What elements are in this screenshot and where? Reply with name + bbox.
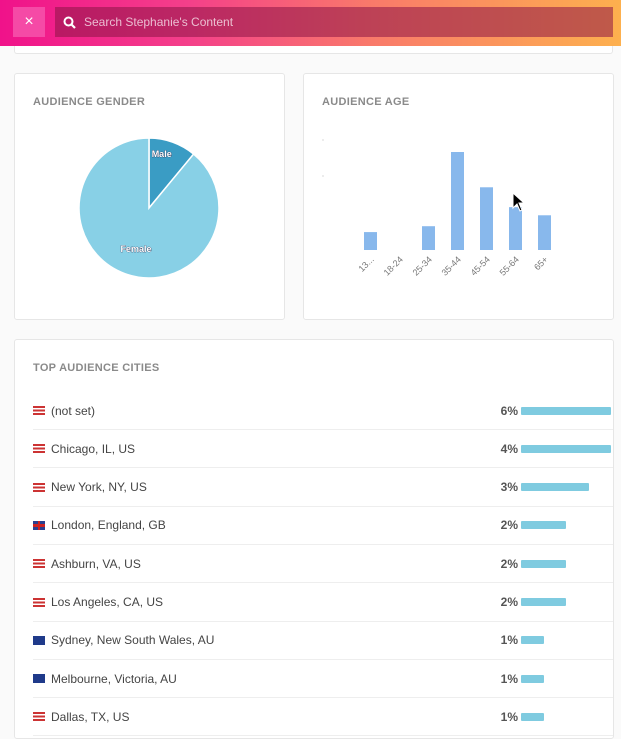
city-name: New York, NY, US [51, 480, 147, 495]
city-percent-bar [521, 559, 566, 568]
close-button[interactable]: × [13, 7, 45, 37]
city-name: Ashburn, VA, US [51, 556, 141, 571]
city-percent-bar [521, 483, 589, 492]
audience-gender-card: AUDIENCE GENDER Male Female [14, 73, 285, 320]
city-row: Melbourne, Victoria, AU 1% [33, 660, 613, 699]
city-percent: 2% [500, 556, 518, 571]
city-row: (not set) 6% [33, 392, 613, 430]
age-bar-45-54[interactable] [480, 187, 493, 250]
search-input[interactable]: Search Stephanie's Content [55, 7, 613, 37]
top-cities-card: TOP AUDIENCE CITIES (not set) 6% Chicago, … [14, 339, 614, 739]
city-row: London, England, GB 2% [33, 507, 613, 545]
age-bar-chart: 13... 18-24 25-34 35-44 45-54 55-64 65+ [322, 139, 551, 278]
city-row: Ashburn, VA, US 2% [33, 545, 613, 584]
city-name: (not set) [51, 403, 96, 418]
x-tick-label: 35-44 [440, 254, 463, 277]
x-tick-label: 65+ [532, 254, 550, 272]
city-row: Los Angeles, CA, US 2% [33, 584, 613, 622]
us-flag-icon [33, 406, 45, 415]
x-tick-label: 55-64 [498, 254, 521, 277]
axis-tick [322, 175, 324, 177]
city-row: Dallas, TX, US 1% [33, 698, 613, 737]
age-bar-25-34[interactable] [422, 226, 435, 250]
age-bar-13...[interactable] [364, 232, 377, 250]
city-name: Sydney, New South Wales, AU [51, 633, 215, 648]
us-flag-icon [33, 559, 45, 569]
x-tick-label: 18-24 [382, 254, 405, 277]
audience-age-card: AUDIENCE AGE 13... 18-24 25-34 35-44 45-54 55… [303, 73, 614, 320]
city-percent-bar [521, 521, 566, 530]
age-bar-55-64[interactable] [509, 207, 522, 250]
search-placeholder: Search Stephanie's Content [84, 15, 234, 29]
header-bar: × Search Stephanie's Content [0, 0, 621, 46]
city-row: New York, NY, US 3% [33, 469, 613, 507]
mouse-cursor-icon [512, 192, 526, 212]
us-flag-icon [33, 444, 45, 454]
x-tick-label: 25-34 [411, 254, 434, 277]
city-percent: 6% [500, 403, 518, 418]
city-name: London, England, GB [51, 518, 166, 533]
city-percent-bar [521, 444, 611, 453]
card-title: TOP AUDIENCE CITIES [33, 362, 160, 374]
city-row: Sydney, New South Wales, AU 1% [33, 622, 613, 660]
city-percent: 1% [500, 709, 518, 724]
card-title: AUDIENCE AGE [322, 96, 410, 108]
city-percent: 1% [500, 671, 518, 686]
city-percent: 4% [500, 441, 518, 456]
age-bar-35-44[interactable] [451, 152, 464, 250]
au-flag-icon [33, 635, 45, 645]
au-flag-icon [33, 674, 45, 684]
us-flag-icon [33, 712, 45, 722]
axis-tick [322, 139, 324, 141]
city-percent: 2% [500, 595, 518, 609]
pie-label: Female [120, 244, 151, 254]
pie-label: Male [152, 149, 172, 159]
city-row: Chicago, IL, US 4% [33, 430, 613, 469]
card-title: AUDIENCE GENDER [33, 96, 146, 108]
city-percent: 2% [500, 518, 518, 533]
city-percent: 1% [500, 633, 518, 648]
city-name: Melbourne, Victoria, AU [51, 671, 177, 686]
city-percent: 3% [500, 480, 518, 495]
gb-flag-icon [33, 520, 45, 530]
search-icon [63, 16, 76, 29]
city-name: Los Angeles, CA, US [51, 595, 164, 609]
city-percent-bar [521, 712, 544, 721]
gender-pie-chart: Male Female [78, 137, 220, 279]
close-icon: × [24, 13, 34, 30]
city-percent-bar [521, 598, 566, 606]
pie-slice-female[interactable] [78, 137, 220, 279]
age-bar-65+[interactable] [538, 215, 551, 250]
city-name: Dallas, TX, US [51, 709, 130, 724]
us-flag-icon [33, 482, 45, 492]
x-tick-label: 45-54 [469, 254, 492, 277]
city-percent-bar [521, 406, 611, 415]
city-percent-bar [521, 636, 544, 645]
us-flag-icon [33, 597, 45, 607]
x-tick-label: 13... [356, 254, 375, 273]
city-percent-bar [521, 674, 544, 683]
city-name: Chicago, IL, US [51, 441, 136, 456]
